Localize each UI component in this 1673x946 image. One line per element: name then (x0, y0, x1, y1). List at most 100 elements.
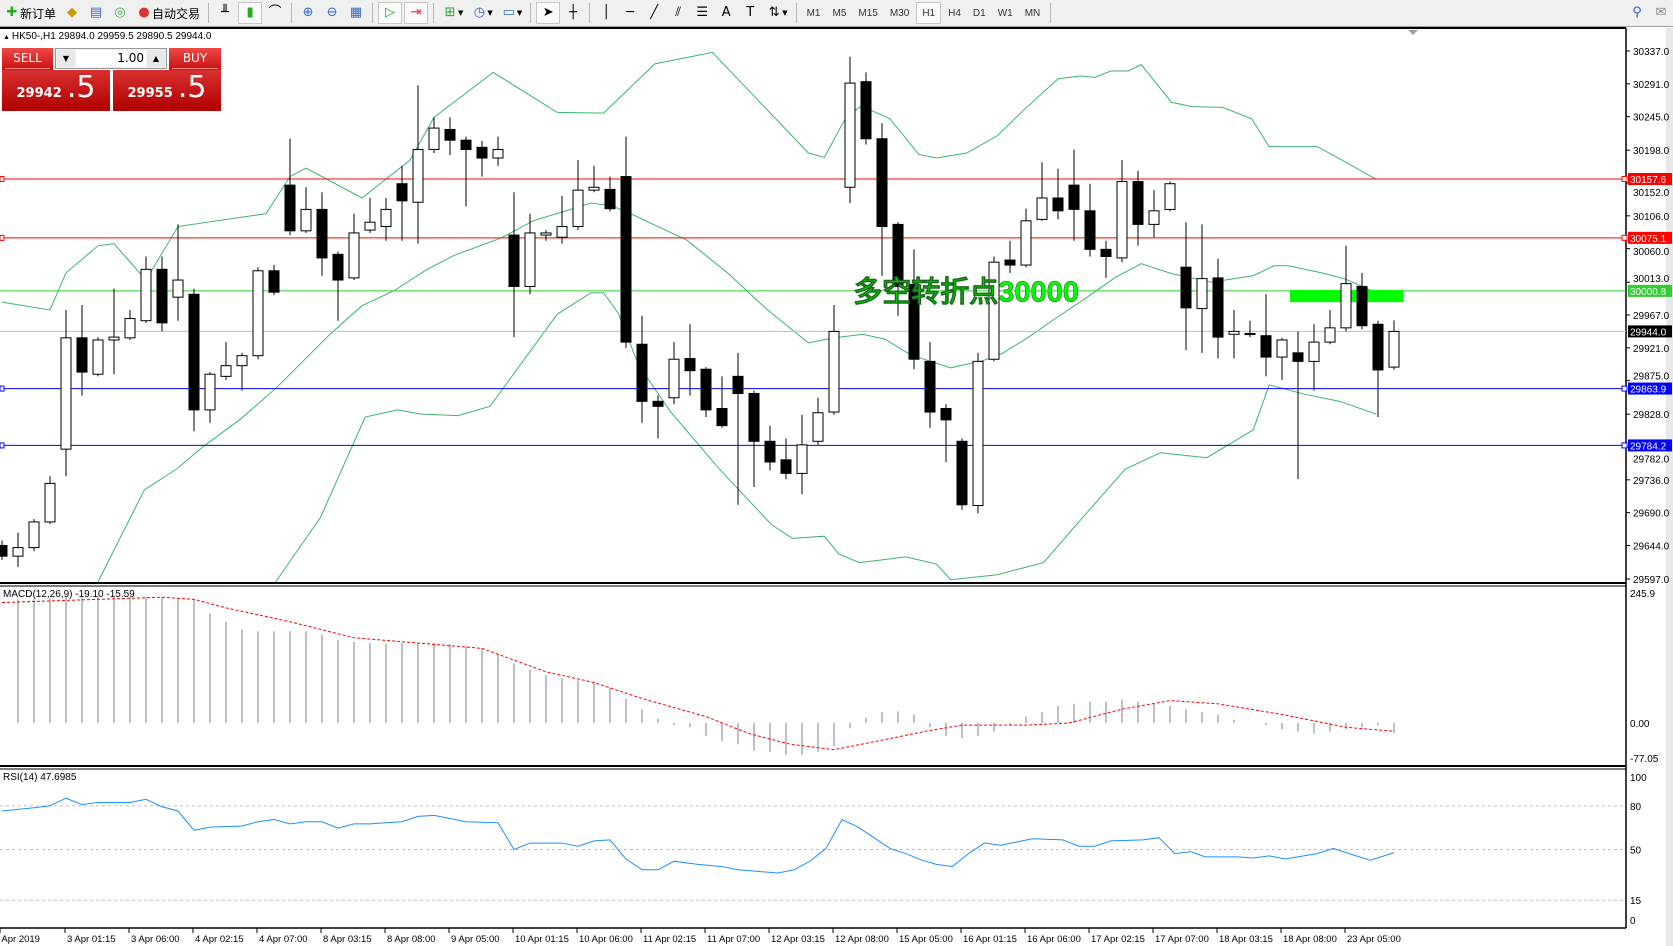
cursor-button[interactable]: ➤ (536, 2, 561, 24)
autoscroll-button[interactable]: ▷ (378, 2, 403, 24)
candle-body (1308, 341, 1320, 362)
candle (348, 213, 360, 281)
line-anchor-icon (1621, 234, 1628, 241)
equidistant-channel-icon: ⫽ (675, 5, 682, 20)
periods-button[interactable]: ◷ ▼ (468, 2, 495, 24)
candle (860, 72, 872, 145)
crosshair-button[interactable]: ┼ (562, 2, 584, 24)
line-chart-button[interactable]: ⌒ (264, 2, 286, 24)
macd-tick-label: -77.05 (1630, 754, 1659, 765)
lot-decrease-button[interactable]: ▼ (57, 50, 75, 67)
candle-body (492, 148, 504, 159)
candle-body (940, 407, 952, 421)
candle (828, 305, 840, 415)
collapse-triangle-icon[interactable]: ▲ (3, 34, 12, 41)
candle (540, 230, 552, 241)
trendline-button[interactable]: ╱ (643, 2, 665, 24)
data-window-button[interactable]: ▤ (85, 2, 107, 24)
templates-button[interactable]: ▭ ▼ (498, 2, 525, 24)
price-label: 30157.6 (1630, 175, 1667, 186)
dropdown-arrow-icon: ▼ (782, 9, 788, 17)
timeframe-m1[interactable]: M1 (806, 7, 821, 19)
lot-size-input[interactable]: 1.00 (76, 50, 146, 67)
fibonacci-button[interactable]: ☰ (691, 2, 713, 24)
candlestick-button[interactable]: ▮ (238, 2, 263, 24)
zoom-out-button[interactable]: ⊖ (321, 2, 343, 24)
auto-trading-button[interactable]: ● 自动交易 (133, 2, 203, 24)
rsi-tick-label: 100 (1630, 773, 1647, 784)
annotation-text[interactable]: 多空转折点30000 (853, 274, 1079, 309)
market-watch-icon: ◆ (67, 5, 78, 20)
line-anchor-icon (0, 176, 5, 183)
candle (1180, 222, 1192, 350)
time-tick-label: 12 Apr 08:00 (835, 934, 889, 945)
candle (188, 288, 200, 432)
rsi-label: RSI(14) 47.6985 (3, 772, 77, 783)
market-watch-button[interactable]: ◆ (61, 2, 83, 24)
indicators-button[interactable]: ⊞ ▼ (439, 2, 466, 24)
price-tick-label: 30337.0 (1633, 47, 1670, 58)
text-button[interactable]: A (715, 2, 737, 24)
price-label-box (1628, 382, 1672, 395)
search-button[interactable]: ⚲ (1626, 2, 1648, 24)
arrows-button[interactable]: ⇅ ▼ (763, 2, 790, 24)
sell-button[interactable]: SELL (2, 48, 53, 70)
bar-chart-button[interactable]: ╨ (214, 2, 236, 24)
navigator-button[interactable]: ◎ (109, 2, 131, 24)
timeframe-h1[interactable]: H1 (916, 2, 942, 24)
equidistant-channel-button[interactable]: ⫽ (667, 2, 689, 24)
sell-label: SELL (5, 48, 50, 69)
timeframe-m30[interactable]: M30 (889, 7, 910, 19)
candle (588, 165, 600, 193)
candle (972, 352, 984, 514)
macd-label: MACD(12,26,9) -19.10 -15.59 (3, 589, 135, 600)
candle-body (684, 358, 696, 372)
candle-body (620, 176, 632, 343)
auto-trading-icon: ● (138, 5, 150, 20)
candle-body (332, 253, 344, 281)
candle (76, 305, 88, 396)
candle-body (652, 400, 664, 407)
candle (428, 117, 440, 154)
candle-body (1004, 259, 1016, 266)
chart-shift-button[interactable]: ⇥ (404, 2, 429, 24)
timeframe-h4[interactable]: H4 (948, 7, 961, 19)
timeframe-mn[interactable]: MN (1024, 7, 1041, 19)
candle-body (1260, 335, 1272, 358)
candle (604, 176, 616, 212)
sell-price[interactable]: 29942 .5 (2, 70, 110, 111)
timeframe-m5[interactable]: M5 (832, 7, 847, 19)
timeframe-w1[interactable]: W1 (997, 7, 1013, 19)
new-order-button[interactable]: ✚ 新订单 (1, 2, 59, 24)
time-tick-label: 3 Apr 01:15 (67, 934, 116, 945)
chat-button[interactable]: ✉ (1650, 2, 1672, 24)
price-tick-label: 30291.0 (1633, 80, 1670, 91)
text-label-button[interactable]: T (739, 2, 761, 24)
candle-body (380, 208, 392, 228)
buy-price-fraction: .5 (177, 70, 207, 105)
timeframe-d1[interactable]: D1 (972, 7, 986, 19)
zoom-in-button[interactable]: ⊕ (297, 2, 319, 24)
candle (1228, 310, 1240, 359)
chat-icon: ✉ (1655, 5, 1667, 20)
horizontal-line-button[interactable]: ─ (619, 2, 641, 24)
time-tick-label: 16 Apr 01:15 (963, 934, 1017, 945)
price-tick-label: 29875.0 (1633, 372, 1670, 383)
candle-body (588, 186, 600, 191)
vertical-line-button[interactable]: │ (595, 2, 617, 24)
lot-increase-button[interactable]: ▲ (147, 50, 165, 67)
dropdown-arrow-icon: ▼ (487, 9, 493, 17)
buy-button[interactable]: BUY (169, 48, 221, 70)
tile-windows-button[interactable]: ▦ (345, 2, 367, 24)
candle (748, 390, 760, 487)
lot-size-stepper[interactable]: ▼ 1.00 ▲ (55, 48, 167, 69)
buy-price[interactable]: 29955 .5 (113, 70, 221, 111)
tile-windows-icon: ▦ (349, 5, 363, 20)
chart-shift-marker-icon[interactable] (1408, 30, 1418, 35)
timeframe-m15[interactable]: M15 (858, 7, 878, 19)
price-label-box (1628, 284, 1672, 297)
vertical-line-icon: │ (602, 5, 611, 20)
dropdown-arrow-icon: ▼ (458, 9, 464, 17)
candle-body (444, 128, 456, 141)
